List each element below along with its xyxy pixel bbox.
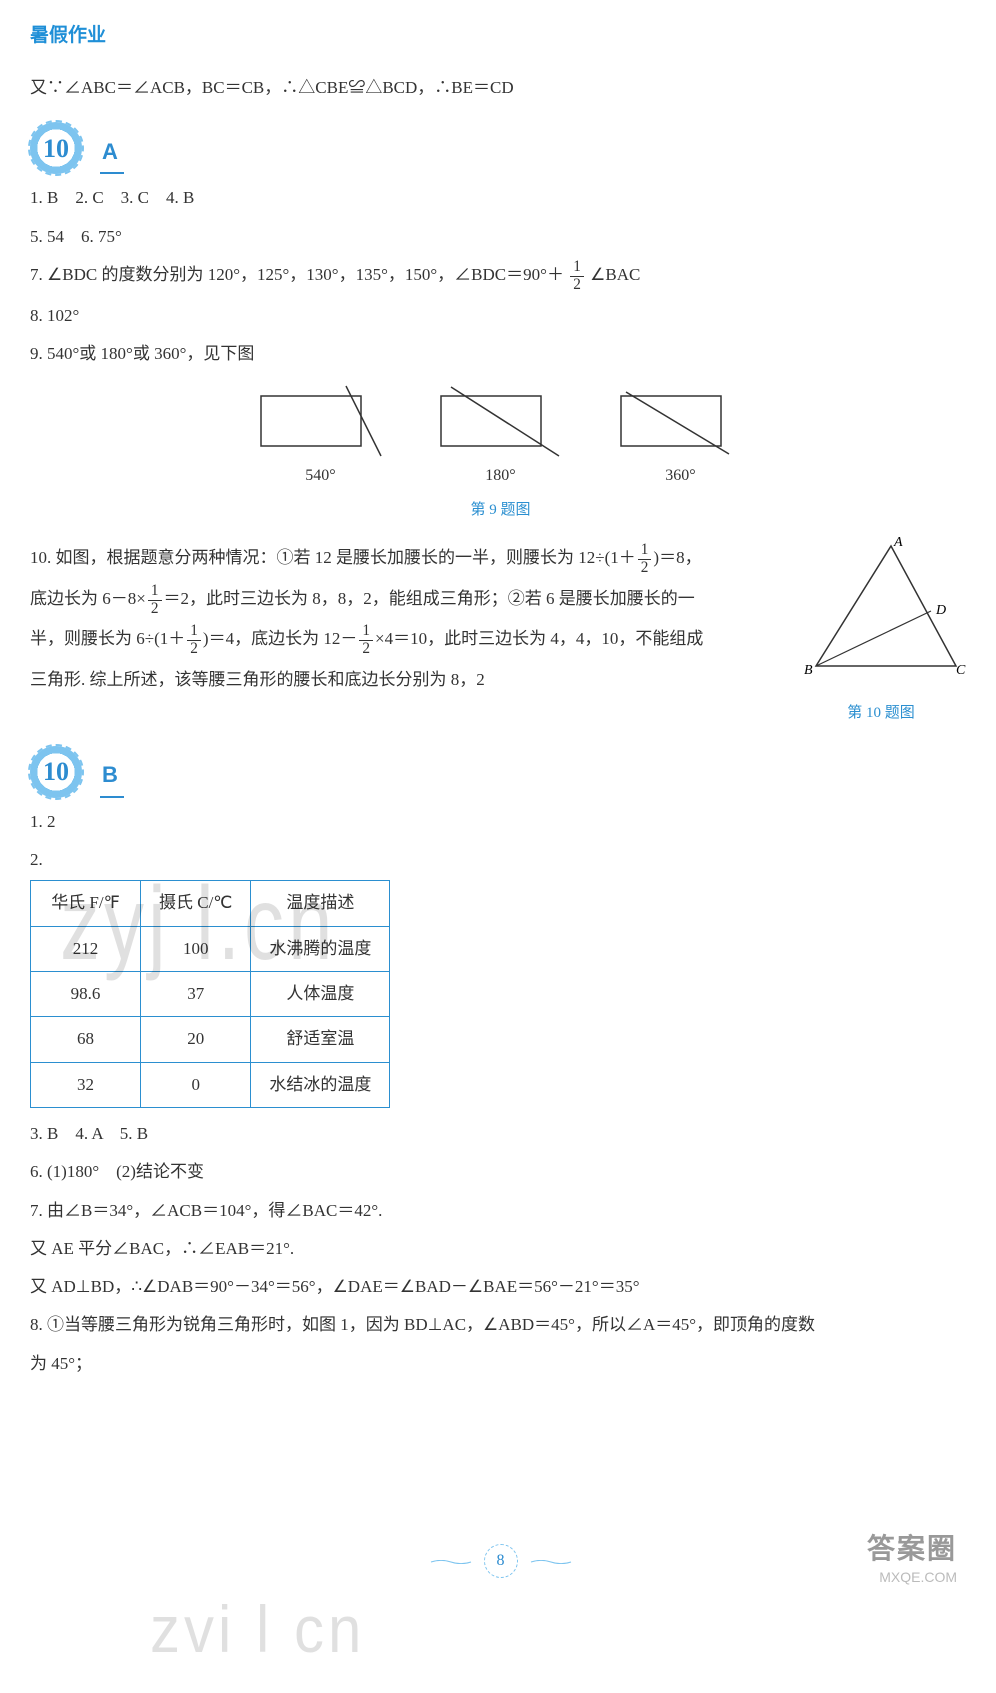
table-row: 98.6 37 人体温度: [31, 972, 390, 1017]
corner-brand-big: 答案圈: [867, 1531, 957, 1567]
badge-number: 10: [43, 124, 69, 173]
b-answer-7-l3: 又 AD⊥BD，∴∠DAB＝90°－34°＝56°，∠DAE＝∠BAD－∠BAE…: [30, 1271, 971, 1303]
q7-suffix: ∠BAC: [590, 265, 640, 284]
top-proof-line: 又∵∠ABC＝∠ACB，BC＝CB，∴△CBE≌△BCD，∴BE＝CD: [30, 72, 971, 104]
section-badge: 10: [30, 122, 82, 174]
badge-number-b: 10: [43, 747, 69, 796]
answers-1-4: 1. B 2. C 3. C 4. B: [30, 182, 971, 214]
b-answer-7-l2: 又 AE 平分∠BAC，∴∠EAB＝21°.: [30, 1233, 971, 1265]
section-badge-b: 10: [30, 746, 82, 798]
q9-label-1: 540°: [251, 461, 391, 491]
q9-fig-3: 360°: [611, 384, 751, 491]
q10-caption: 第 10 题图: [791, 699, 971, 728]
q9-label-3: 360°: [611, 461, 751, 491]
page-header: 暑假作业: [30, 18, 971, 54]
b-answer-6: 6. (1)180° (2)结论不变: [30, 1156, 971, 1188]
q10-block: 10. 如图，根据题意分两种情况：①若 12 是腰长加腰长的一半，则腰长为 12…: [30, 536, 971, 728]
q9-svg-2: [431, 384, 571, 459]
badge-letter: A: [100, 131, 124, 175]
q10-figure: A B C D 第 10 题图: [791, 536, 971, 728]
b-answer-8-l1: 8. ①当等腰三角形为锐角三角形时，如图 1，因为 BD⊥AC，∠ABD＝45°…: [30, 1309, 971, 1341]
q9-svg-1: [251, 384, 391, 459]
svg-text:C: C: [956, 663, 966, 678]
page-number: 8: [484, 1544, 518, 1578]
watermark-bottom: zvi l cn: [150, 1567, 365, 1692]
page-deco-left: [421, 1560, 481, 1564]
q10-triangle-svg: A B C D: [796, 536, 966, 686]
section-10a-header: 10 A: [30, 122, 971, 174]
col-header: 摄氏 C/℃: [141, 881, 251, 926]
q10-text: 10. 如图，根据题意分两种情况：①若 12 是腰长加腰长的一半，则腰长为 12…: [30, 536, 771, 702]
b-answer-7-l1: 7. 由∠B＝34°，∠ACB＝104°，得∠BAC＝42°.: [30, 1195, 971, 1227]
answers-5-6: 5. 54 6. 75°: [30, 221, 971, 253]
answer-8: 8. 102°: [30, 300, 971, 332]
svg-text:A: A: [893, 536, 903, 550]
badge-letter-b: B: [100, 754, 124, 798]
q7-fraction: 1 2: [570, 259, 584, 294]
answer-9: 9. 540°或 180°或 360°，见下图: [30, 338, 971, 370]
b-answer-8-l2: 为 45°；: [30, 1348, 971, 1380]
b-answer-2: 2. 华氏 F/℉ 摄氏 C/℃ 温度描述 212 100 水沸腾的温度 98.…: [30, 844, 971, 1108]
svg-text:B: B: [804, 663, 813, 678]
section-10b-header: 10 B: [30, 746, 971, 798]
q7-prefix: 7. ∠BDC 的度数分别为 120°，125°，130°，135°，150°，…: [30, 265, 564, 284]
q9-label-2: 180°: [431, 461, 571, 491]
temperature-table: 华氏 F/℉ 摄氏 C/℃ 温度描述 212 100 水沸腾的温度 98.6 3…: [30, 880, 390, 1107]
answer-7: 7. ∠BDC 的度数分别为 120°，125°，130°，135°，150°，…: [30, 259, 971, 294]
q9-caption: 第 9 题图: [30, 496, 971, 525]
table-row: 32 0 水结冰的温度: [31, 1062, 390, 1107]
corner-watermark: 答案圈 MXQE.COM: [867, 1531, 957, 1586]
q9-fig-1: 540°: [251, 384, 391, 491]
b-answer-1: 1. 2: [30, 806, 971, 838]
q9-svg-3: [611, 384, 751, 459]
table-row: 68 20 舒适室温: [31, 1017, 390, 1062]
table-header-row: 华氏 F/℉ 摄氏 C/℃ 温度描述: [31, 881, 390, 926]
page-deco-right: [521, 1560, 581, 1564]
svg-text:D: D: [935, 603, 946, 618]
corner-brand-small: MXQE.COM: [867, 1568, 957, 1586]
col-header: 温度描述: [251, 881, 390, 926]
q9-figures: 540° 180° 360°: [30, 384, 971, 491]
q9-fig-2: 180°: [431, 384, 571, 491]
col-header: 华氏 F/℉: [31, 881, 141, 926]
table-row: 212 100 水沸腾的温度: [31, 926, 390, 971]
